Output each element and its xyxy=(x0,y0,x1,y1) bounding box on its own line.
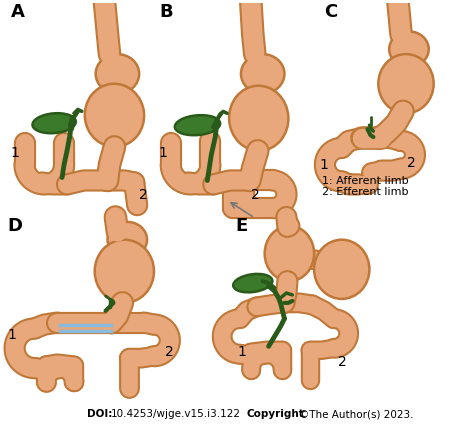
Text: 2: 2 xyxy=(251,188,260,202)
Text: DOI:: DOI: xyxy=(87,410,112,419)
Ellipse shape xyxy=(175,115,220,135)
Text: 10.4253/wjge.v15.i3.122: 10.4253/wjge.v15.i3.122 xyxy=(110,410,240,419)
Text: E: E xyxy=(235,217,247,235)
Text: Copyright: Copyright xyxy=(247,410,305,419)
Ellipse shape xyxy=(264,226,314,281)
Text: 1: 1 xyxy=(319,158,328,172)
Ellipse shape xyxy=(233,274,273,292)
Text: C: C xyxy=(324,3,337,21)
Ellipse shape xyxy=(389,32,428,67)
Ellipse shape xyxy=(314,240,369,299)
Text: 2: 2 xyxy=(165,345,173,359)
Text: ©The Author(s) 2023.: ©The Author(s) 2023. xyxy=(299,410,414,419)
Ellipse shape xyxy=(96,54,139,94)
Text: 1: 1 xyxy=(237,345,246,359)
Text: 1: 1 xyxy=(8,328,17,343)
Text: A: A xyxy=(11,3,25,21)
Ellipse shape xyxy=(378,54,434,113)
Text: 2: 2 xyxy=(407,156,416,170)
Ellipse shape xyxy=(108,222,147,257)
Ellipse shape xyxy=(85,84,144,147)
Text: 1: 1 xyxy=(159,146,168,160)
Text: 2: Efferent limb: 2: Efferent limb xyxy=(322,187,409,197)
Text: 1: 1 xyxy=(11,146,19,160)
Ellipse shape xyxy=(33,113,76,133)
Text: 2: 2 xyxy=(338,355,346,369)
Ellipse shape xyxy=(95,240,154,303)
Ellipse shape xyxy=(229,86,288,151)
Text: D: D xyxy=(8,217,23,235)
Text: B: B xyxy=(159,3,173,21)
Text: 2: 2 xyxy=(139,188,148,202)
Text: 1: Afferent limb: 1: Afferent limb xyxy=(322,176,409,187)
Ellipse shape xyxy=(241,54,284,94)
